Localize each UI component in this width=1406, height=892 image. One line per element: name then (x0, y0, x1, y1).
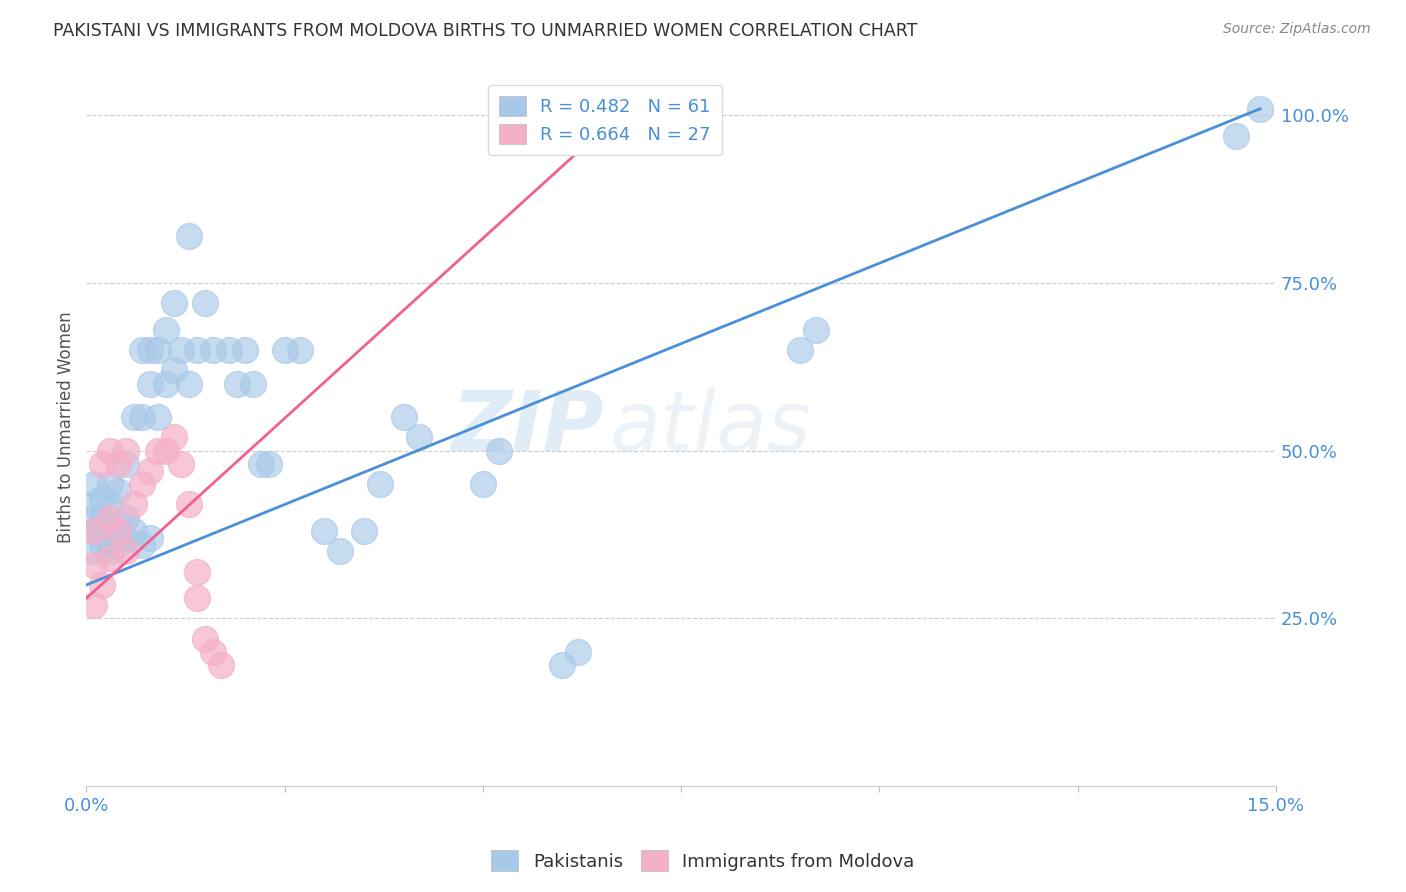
Point (98, 551, 121, 566)
Legend: Pakistanis, Immigrants from Moldova: Pakistanis, Immigrants from Moldova (484, 843, 922, 879)
Point (179, 498, 201, 512)
Point (91, 511, 114, 525)
Point (83, 498, 105, 512)
Point (115, 544, 138, 558)
Point (91, 524, 114, 539)
Point (170, 457, 193, 471)
Point (146, 410, 169, 425)
Point (471, 477, 494, 491)
Point (98, 477, 121, 491)
Point (408, 430, 430, 444)
Point (83, 598, 105, 612)
Point (186, 565, 208, 579)
Point (146, 443, 169, 458)
Point (131, 477, 153, 491)
Point (179, 376, 201, 391)
Point (1225, 128, 1247, 143)
Point (98, 544, 121, 558)
Point (488, 443, 510, 458)
Point (218, 343, 240, 358)
Point (122, 498, 145, 512)
Point (139, 464, 162, 478)
Point (91, 538, 114, 552)
Point (314, 524, 336, 539)
Point (789, 343, 811, 358)
Point (194, 632, 217, 646)
Text: atlas: atlas (610, 387, 811, 467)
Point (290, 343, 312, 358)
Point (139, 376, 162, 391)
Point (202, 645, 225, 659)
Point (83, 524, 105, 539)
Point (107, 538, 129, 552)
Point (107, 517, 129, 532)
Point (115, 511, 138, 525)
Point (91, 457, 114, 471)
Point (162, 363, 184, 377)
Point (242, 376, 264, 391)
Y-axis label: Births to Unmarried Women: Births to Unmarried Women (58, 311, 75, 543)
Point (115, 457, 138, 471)
Point (591, 102, 613, 116)
Point (155, 443, 177, 458)
Point (83, 511, 105, 525)
Point (186, 343, 208, 358)
Point (392, 410, 415, 425)
Point (139, 343, 162, 358)
Point (179, 229, 201, 244)
Point (131, 410, 153, 425)
Point (83, 558, 105, 572)
Point (115, 443, 138, 458)
Point (1249, 102, 1271, 116)
Legend: R = 0.482   N = 61, R = 0.664   N = 27: R = 0.482 N = 61, R = 0.664 N = 27 (488, 85, 721, 155)
Point (273, 343, 295, 358)
Point (122, 410, 145, 425)
Text: ZIP: ZIP (451, 387, 603, 467)
Point (98, 511, 121, 525)
Point (226, 376, 249, 391)
Text: PAKISTANI VS IMMIGRANTS FROM MOLDOVA BIRTHS TO UNMARRIED WOMEN CORRELATION CHART: PAKISTANI VS IMMIGRANTS FROM MOLDOVA BIR… (53, 22, 918, 40)
Point (162, 430, 184, 444)
Point (91, 491, 114, 505)
Point (329, 544, 352, 558)
Point (368, 477, 391, 491)
Point (122, 524, 145, 539)
Point (257, 457, 280, 471)
Point (139, 531, 162, 545)
Point (115, 531, 138, 545)
Point (249, 457, 271, 471)
Point (131, 538, 153, 552)
Point (98, 498, 121, 512)
Point (162, 296, 184, 310)
Point (83, 524, 105, 539)
Text: Source: ZipAtlas.com: Source: ZipAtlas.com (1223, 22, 1371, 37)
Point (146, 343, 169, 358)
Point (804, 323, 827, 337)
Point (107, 457, 129, 471)
Point (107, 483, 129, 498)
Point (83, 477, 105, 491)
Point (353, 524, 375, 539)
Point (194, 296, 217, 310)
Point (155, 376, 177, 391)
Point (233, 343, 256, 358)
Point (131, 343, 153, 358)
Point (98, 531, 121, 545)
Point (83, 544, 105, 558)
Point (209, 658, 232, 673)
Point (186, 591, 208, 606)
Point (170, 343, 193, 358)
Point (155, 323, 177, 337)
Point (91, 578, 114, 592)
Point (567, 645, 589, 659)
Point (98, 443, 121, 458)
Point (107, 524, 129, 539)
Point (202, 343, 225, 358)
Point (551, 658, 574, 673)
Point (614, 128, 637, 143)
